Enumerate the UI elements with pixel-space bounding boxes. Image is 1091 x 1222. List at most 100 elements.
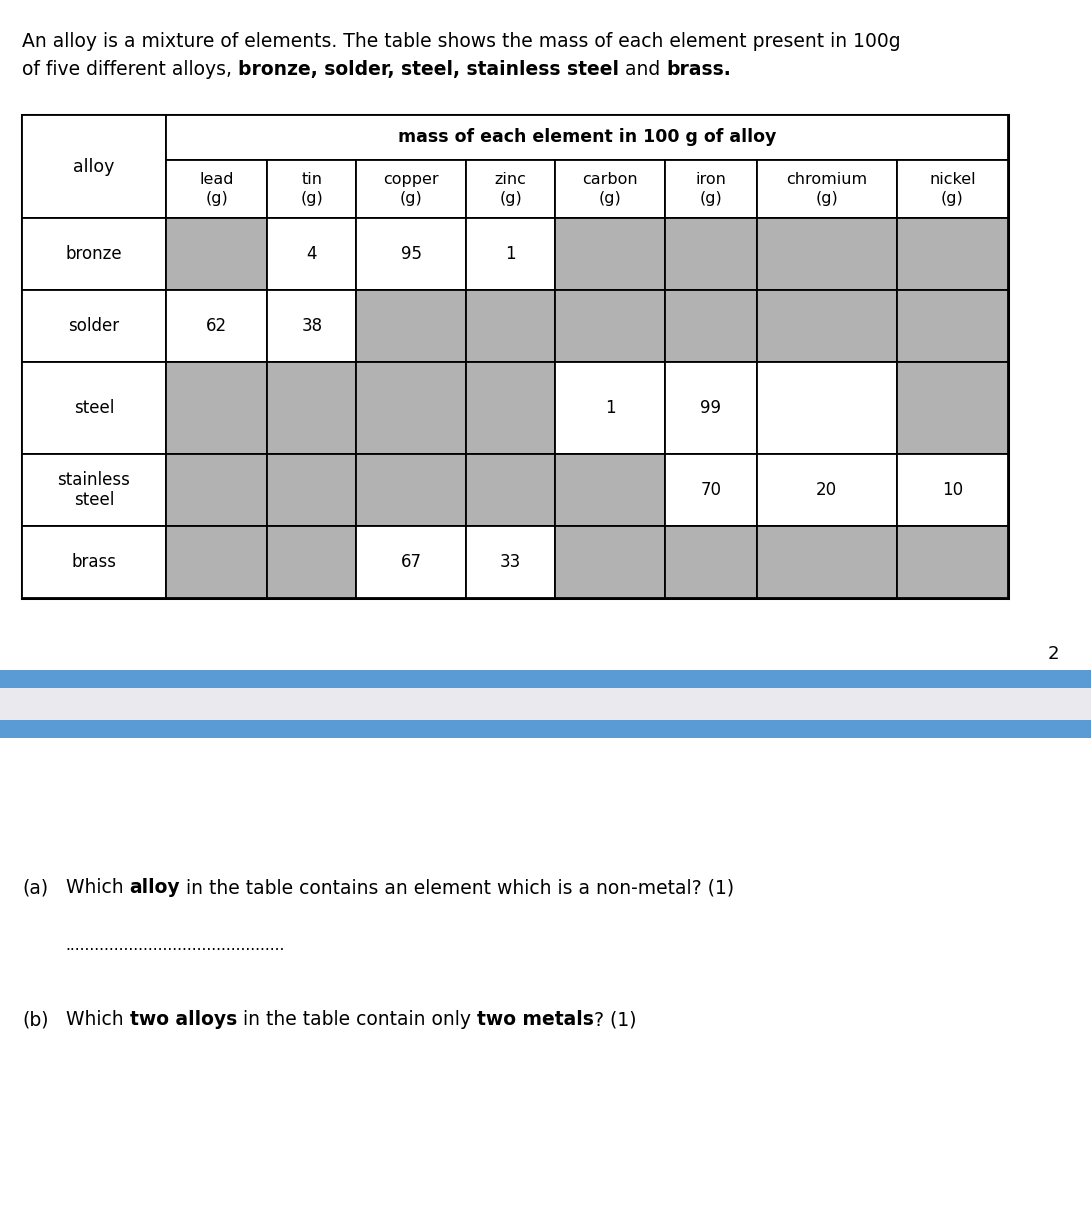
Text: 67: 67 xyxy=(400,554,422,571)
Text: 10: 10 xyxy=(942,481,963,499)
Text: bronze: bronze xyxy=(65,244,122,263)
Text: and: and xyxy=(619,60,667,79)
Text: brass: brass xyxy=(72,554,117,571)
Text: alloy: alloy xyxy=(73,158,115,176)
Bar xyxy=(897,160,1008,218)
Bar xyxy=(555,362,666,455)
Bar xyxy=(0,670,1091,688)
Bar xyxy=(897,455,1008,525)
Bar xyxy=(166,362,267,455)
Text: Which: Which xyxy=(48,877,130,897)
Bar xyxy=(897,218,1008,290)
Bar xyxy=(466,160,555,218)
Bar xyxy=(555,160,666,218)
Bar xyxy=(22,455,166,525)
Text: nickel
(g): nickel (g) xyxy=(930,172,975,205)
Text: in the table contain only: in the table contain only xyxy=(238,1011,478,1029)
Text: 33: 33 xyxy=(500,554,521,571)
Bar xyxy=(555,525,666,598)
Text: iron
(g): iron (g) xyxy=(695,172,727,205)
Text: zinc
(g): zinc (g) xyxy=(495,172,527,205)
Text: .............................................: ........................................… xyxy=(65,938,285,953)
Text: in the table contains an element which is a non-metal? (1): in the table contains an element which i… xyxy=(180,877,734,897)
Text: carbon
(g): carbon (g) xyxy=(583,172,638,205)
Bar xyxy=(555,290,666,362)
Bar xyxy=(166,218,267,290)
Text: 1: 1 xyxy=(505,244,516,263)
Bar xyxy=(22,525,166,598)
Bar xyxy=(466,290,555,362)
Bar xyxy=(166,525,267,598)
Bar xyxy=(267,525,357,598)
Text: alloy: alloy xyxy=(130,877,180,897)
Text: copper
(g): copper (g) xyxy=(383,172,439,205)
Text: 38: 38 xyxy=(301,316,322,335)
Bar xyxy=(757,290,897,362)
Bar xyxy=(666,160,757,218)
Text: Which: Which xyxy=(48,1011,130,1029)
Text: 1: 1 xyxy=(604,400,615,417)
Bar xyxy=(166,160,267,218)
Bar xyxy=(0,720,1091,738)
Text: 62: 62 xyxy=(206,316,227,335)
Bar xyxy=(0,688,1091,720)
Text: 95: 95 xyxy=(400,244,422,263)
Bar xyxy=(267,455,357,525)
Bar xyxy=(22,362,166,455)
Bar xyxy=(757,525,897,598)
Bar xyxy=(166,455,267,525)
Bar xyxy=(897,525,1008,598)
Bar xyxy=(757,160,897,218)
Bar xyxy=(555,455,666,525)
Bar xyxy=(166,115,1008,160)
Bar xyxy=(267,160,357,218)
Bar xyxy=(666,290,757,362)
Text: 20: 20 xyxy=(816,481,838,499)
Text: An alloy is a mixture of elements. The table shows the mass of each element pres: An alloy is a mixture of elements. The t… xyxy=(22,32,901,51)
Bar xyxy=(267,218,357,290)
Text: solder: solder xyxy=(69,316,120,335)
Text: tin
(g): tin (g) xyxy=(300,172,323,205)
Bar xyxy=(357,455,466,525)
Text: 70: 70 xyxy=(700,481,721,499)
Text: steel: steel xyxy=(74,400,115,417)
Bar xyxy=(466,525,555,598)
Text: stainless
steel: stainless steel xyxy=(58,470,131,510)
Text: 4: 4 xyxy=(307,244,317,263)
Bar xyxy=(357,362,466,455)
Bar xyxy=(555,218,666,290)
Bar xyxy=(666,455,757,525)
Text: (a): (a) xyxy=(22,877,48,897)
Text: chromium
(g): chromium (g) xyxy=(787,172,867,205)
Bar xyxy=(22,115,1008,598)
Bar xyxy=(22,115,166,218)
Bar xyxy=(666,525,757,598)
Text: two metals: two metals xyxy=(478,1011,595,1029)
Bar xyxy=(22,218,166,290)
Text: two alloys: two alloys xyxy=(130,1011,238,1029)
Bar xyxy=(666,362,757,455)
Bar xyxy=(466,218,555,290)
Bar xyxy=(757,362,897,455)
Text: 2: 2 xyxy=(1048,645,1059,664)
Text: lead
(g): lead (g) xyxy=(200,172,233,205)
Text: ? (1): ? (1) xyxy=(595,1011,637,1029)
Text: bronze, solder, steel, stainless steel: bronze, solder, steel, stainless steel xyxy=(238,60,619,79)
Bar xyxy=(267,290,357,362)
Bar xyxy=(22,290,166,362)
Bar xyxy=(357,525,466,598)
Text: of five different alloys,: of five different alloys, xyxy=(22,60,238,79)
Bar xyxy=(357,290,466,362)
Bar xyxy=(166,290,267,362)
Bar xyxy=(666,218,757,290)
Text: mass of each element in 100 g of alloy: mass of each element in 100 g of alloy xyxy=(398,128,776,147)
Bar xyxy=(897,362,1008,455)
Bar xyxy=(357,160,466,218)
Bar xyxy=(897,290,1008,362)
Text: 99: 99 xyxy=(700,400,721,417)
Bar xyxy=(466,362,555,455)
Bar xyxy=(757,218,897,290)
Bar xyxy=(267,362,357,455)
Bar xyxy=(357,218,466,290)
Bar xyxy=(757,455,897,525)
